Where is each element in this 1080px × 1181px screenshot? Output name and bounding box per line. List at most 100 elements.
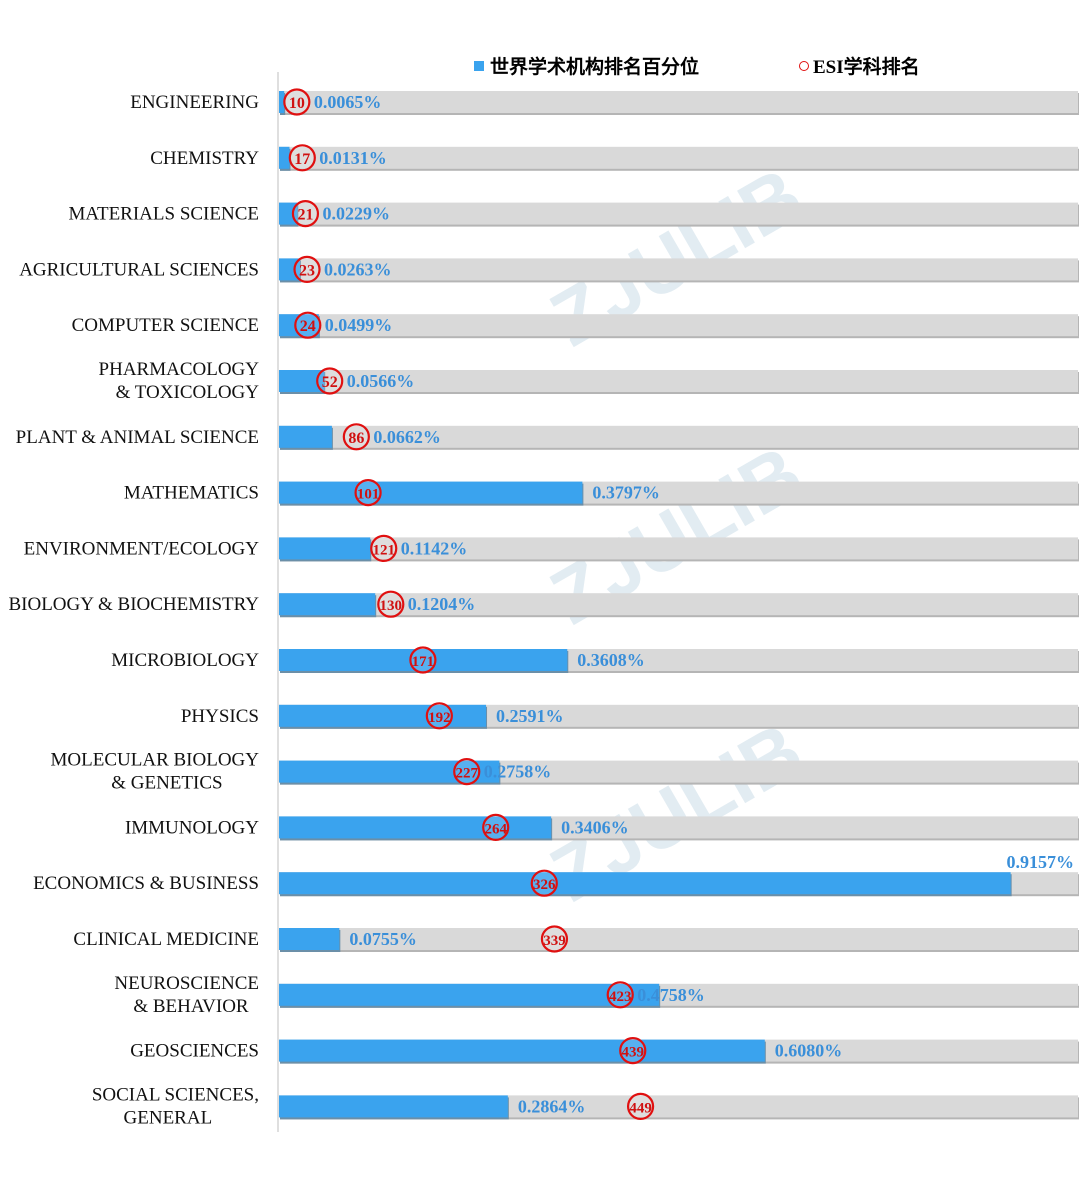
bar-track [279, 314, 1078, 337]
rank-label: 423 [609, 989, 632, 1005]
bar-track [279, 928, 1078, 950]
category-label: ENGINEERING [130, 92, 259, 113]
bar-track [279, 370, 1078, 392]
rank-label: 17 [294, 151, 310, 168]
rank-marker [606, 981, 634, 1009]
rank-marker [291, 200, 320, 228]
rank-label: 23 [299, 262, 315, 279]
percentile-bar [279, 370, 325, 392]
percentile-bar [279, 537, 371, 560]
legend-bar-swatch [474, 60, 484, 71]
bar-row: SOCIAL SCIENCES, GENERAL 449 0.2864% [92, 1084, 1079, 1128]
bar-row: CHEMISTRY 17 0.0131% [150, 144, 1079, 172]
bar-row: COMPUTER SCIENCE 24 0.0499% [72, 311, 1079, 339]
rank-marker [425, 702, 453, 730]
rank-marker [288, 144, 316, 172]
rank-label: 227 [455, 766, 478, 782]
bar-row: PHYSICS 192 0.2591% [181, 702, 1079, 730]
rank-marker [626, 1092, 655, 1121]
legend-percentile: 世界学术机构排名百分位 [474, 52, 699, 79]
category-label: PLANT & ANIMAL SCIENCE [16, 427, 259, 448]
rank-label: 449 [629, 1100, 652, 1116]
bar-track [279, 91, 1078, 113]
rank-marker [316, 367, 344, 395]
value-label: 0.0065% [314, 92, 382, 112]
category-label: MOLECULAR BIOLOGY & GENETICS [51, 750, 260, 794]
percentile-bar [279, 481, 583, 504]
rank-marker [619, 1036, 647, 1065]
category-label: CLINICAL MEDICINE [73, 929, 259, 950]
category-label: BIOLOGY & BIOCHEMISTRY [8, 594, 259, 615]
bar-track [279, 537, 1078, 560]
rank-label: 192 [428, 710, 451, 726]
value-label: 0.0566% [347, 371, 415, 391]
bar-track [279, 258, 1078, 281]
value-label: 0.0755% [349, 929, 417, 949]
percentile-bar [279, 1039, 765, 1062]
bar-row: MATERIALS SCIENCE 21 0.0229% [68, 200, 1079, 228]
legend-percentile-label: 世界学术机构排名百分位 [490, 56, 700, 78]
value-label: 0.6080% [775, 1041, 843, 1061]
category-label: ECONOMICS & BUSINESS [33, 873, 259, 894]
percentile-bar [279, 816, 552, 839]
rank-marker [482, 813, 510, 842]
value-label: 0.0229% [322, 204, 390, 224]
category-label: PHYSICS [181, 706, 259, 727]
category-label: ENVIRONMENT/ECOLOGY [24, 538, 260, 559]
bar-row: ECONOMICS & BUSINESS 326 0.9157% [33, 852, 1079, 897]
bar-row: ENVIRONMENT/ECOLOGY 121 0.1142% [24, 534, 1079, 563]
legend-rank: ESI学科排名 [799, 52, 920, 79]
category-label: NEUROSCIENCE & BEHAVIOR [114, 973, 259, 1017]
rank-label: 10 [289, 95, 305, 112]
category-label: CHEMISTRY [150, 148, 259, 169]
value-label: 0.3797% [592, 483, 660, 503]
rank-label: 52 [322, 374, 338, 391]
rank-marker [453, 757, 481, 786]
value-label: 0.1204% [408, 594, 476, 614]
category-label: GEOSCIENCES [130, 1041, 259, 1062]
value-label: 0.0499% [325, 315, 393, 335]
rank-label: 264 [484, 821, 507, 837]
rank-label: 339 [543, 933, 566, 949]
rank-marker [294, 311, 322, 339]
value-label: 0.0662% [373, 427, 441, 447]
percentile-bar [279, 425, 332, 448]
category-label: PHARMACOLOGY & TOXICOLOGY [99, 359, 260, 403]
percentile-bar [279, 704, 487, 727]
rank-marker [530, 869, 558, 897]
category-label: MICROBIOLOGY [111, 650, 259, 671]
bar-row: CLINICAL MEDICINE 339 0.0755% [73, 925, 1079, 953]
percentile-bar [279, 91, 285, 113]
value-label: 0.3406% [561, 817, 629, 837]
value-label: 0.2864% [518, 1096, 586, 1116]
legend-circle-marker [799, 60, 809, 71]
value-label: 0.2758% [484, 762, 552, 782]
rank-label: 121 [372, 542, 395, 558]
bar-track [279, 425, 1078, 448]
value-label: 0.4758% [637, 985, 705, 1005]
bar-row: IMMUNOLOGY 264 0.3406% [125, 813, 1079, 842]
category-label: SOCIAL SCIENCES, GENERAL [92, 1084, 259, 1128]
value-label: 0.9157% [1007, 852, 1075, 872]
percentile-bar [279, 872, 1011, 895]
percentile-bar [279, 760, 500, 783]
rank-label: 24 [300, 318, 316, 335]
bar-rows: ENGINEERING 10 0.0065% CHEMISTRY 17 0.0131% MA… [8, 88, 1079, 1128]
rank-marker [370, 534, 398, 563]
bar-row: NEUROSCIENCE & BEHAVIOR 423 0.4758% [114, 973, 1079, 1017]
bar-track [279, 593, 1078, 616]
bar-track [279, 146, 1078, 169]
rank-marker [354, 479, 382, 507]
rank-marker [293, 255, 321, 283]
percentile-bar [279, 593, 376, 616]
rank-marker [377, 590, 405, 618]
value-label: 0.2591% [496, 706, 563, 726]
rank-label: 130 [380, 598, 403, 614]
bar-track [279, 202, 1078, 225]
bar-row: MICROBIOLOGY 171 0.3608% [111, 646, 1079, 674]
percentile-bar [279, 202, 298, 225]
percentile-bar [279, 146, 290, 169]
bar-row: ENGINEERING 10 0.0065% [130, 88, 1079, 116]
